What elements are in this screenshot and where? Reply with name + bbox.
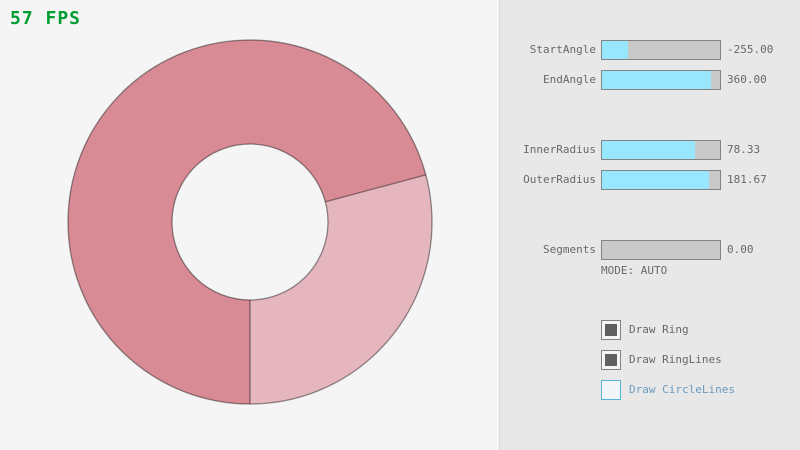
start-angle-value: -255.00 — [727, 43, 774, 56]
draw-circle-lines-checkbox-row: Draw CircleLines — [500, 380, 800, 400]
draw-ring-checkbox[interactable] — [601, 320, 621, 340]
segments-label: Segments — [543, 243, 596, 256]
draw-ring-lines-checkbox-label: Draw RingLines — [629, 353, 722, 366]
start-angle-slider-fill — [602, 41, 628, 59]
segments-slider[interactable] — [601, 240, 721, 260]
draw-ring-lines-checkbox[interactable] — [601, 350, 621, 370]
draw-ring-lines-checkbox-row: Draw RingLines — [500, 350, 800, 370]
checkbox-check-icon — [605, 324, 617, 336]
inner-radius-slider[interactable] — [601, 140, 721, 160]
start-angle-row: StartAngle -255.00 — [500, 40, 800, 60]
draw-circle-lines-checkbox-label: Draw CircleLines — [629, 383, 735, 396]
segments-mode-text: MODE: AUTO — [601, 264, 668, 277]
inner-radius-slider-fill — [602, 141, 696, 159]
segments-row: Segments 0.00 — [500, 240, 800, 260]
checkbox-check-icon — [605, 354, 617, 366]
draw-ring-checkbox-row: Draw Ring — [500, 320, 800, 340]
end-angle-value: 360.00 — [727, 73, 767, 86]
end-angle-slider[interactable] — [601, 70, 721, 90]
start-angle-slider[interactable] — [601, 40, 721, 60]
outer-radius-slider-fill — [602, 171, 710, 189]
outer-radius-value: 181.67 — [727, 173, 767, 186]
outer-radius-row: OuterRadius 181.67 — [500, 170, 800, 190]
outer-radius-slider[interactable] — [601, 170, 721, 190]
inner-radius-value: 78.33 — [727, 143, 761, 156]
draw-ring-checkbox-label: Draw Ring — [629, 323, 689, 336]
outer-radius-label: OuterRadius — [523, 173, 596, 186]
end-angle-row: EndAngle 360.00 — [500, 70, 800, 90]
inner-radius-label: InnerRadius — [523, 143, 596, 156]
segments-value: 0.00 — [727, 243, 754, 256]
draw-circle-lines-checkbox[interactable] — [601, 380, 621, 400]
inner-radius-row: InnerRadius 78.33 — [500, 140, 800, 160]
start-angle-label: StartAngle — [529, 43, 596, 56]
end-angle-slider-fill — [602, 71, 711, 89]
control-panel: StartAngle -255.00 EndAngle 360.00 Inner… — [499, 0, 800, 450]
fps-counter: 57 FPS — [10, 8, 82, 29]
end-angle-label: EndAngle — [543, 73, 596, 86]
